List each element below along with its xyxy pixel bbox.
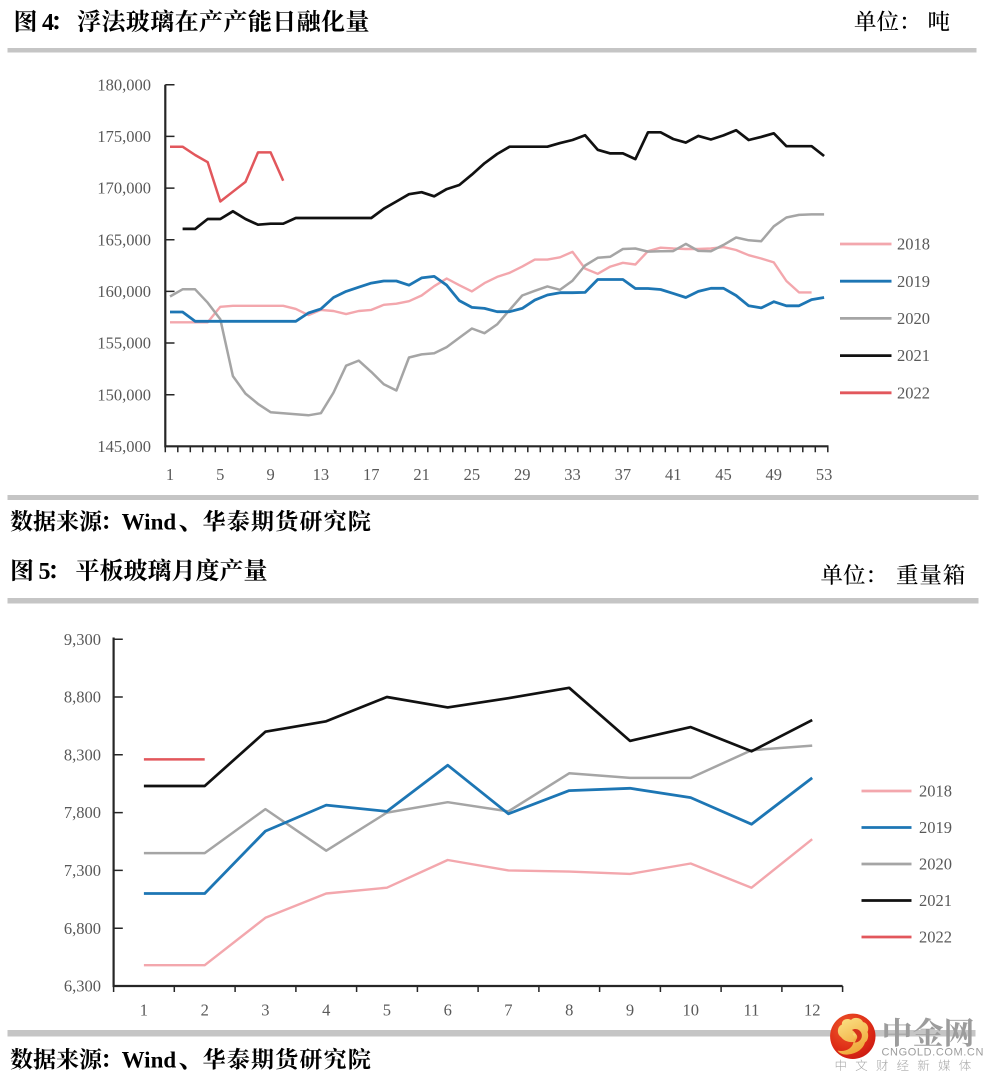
svg-text:2020: 2020 bbox=[919, 855, 952, 874]
svg-text:4: 4 bbox=[322, 1001, 330, 1020]
svg-text:45: 45 bbox=[715, 465, 732, 484]
svg-text:49: 49 bbox=[766, 465, 783, 484]
svg-text:1: 1 bbox=[140, 1001, 148, 1020]
svg-text:170,000: 170,000 bbox=[97, 179, 151, 198]
svg-text:3: 3 bbox=[261, 1001, 269, 1020]
svg-text:160,000: 160,000 bbox=[97, 282, 151, 301]
svg-text:53: 53 bbox=[816, 465, 833, 484]
svg-text:2019: 2019 bbox=[919, 818, 952, 837]
svg-text:29: 29 bbox=[514, 465, 531, 484]
svg-text:5: 5 bbox=[383, 1001, 391, 1020]
svg-text:7,800: 7,800 bbox=[64, 803, 101, 822]
svg-text:165,000: 165,000 bbox=[97, 230, 151, 249]
svg-text:2018: 2018 bbox=[897, 235, 930, 254]
svg-text:11: 11 bbox=[744, 1001, 760, 1020]
svg-text:2021: 2021 bbox=[897, 346, 930, 365]
svg-text:21: 21 bbox=[413, 465, 430, 484]
svg-text:8,800: 8,800 bbox=[64, 688, 101, 707]
svg-text:9: 9 bbox=[266, 465, 274, 484]
svg-text:13: 13 bbox=[313, 465, 330, 484]
svg-text:7,300: 7,300 bbox=[64, 861, 101, 880]
svg-text:41: 41 bbox=[665, 465, 682, 484]
svg-text:25: 25 bbox=[464, 465, 481, 484]
svg-text:4: 4 bbox=[42, 10, 54, 36]
svg-text:33: 33 bbox=[564, 465, 581, 484]
svg-text:10: 10 bbox=[682, 1001, 699, 1020]
svg-text:8: 8 bbox=[565, 1001, 573, 1020]
svg-text:2022: 2022 bbox=[897, 383, 930, 402]
svg-text:12: 12 bbox=[804, 1001, 821, 1020]
svg-text:9,300: 9,300 bbox=[64, 630, 101, 649]
svg-text:Wind: Wind bbox=[122, 1048, 177, 1073]
svg-text:155,000: 155,000 bbox=[97, 334, 151, 353]
svg-text:5: 5 bbox=[216, 465, 224, 484]
svg-text:5: 5 bbox=[39, 559, 51, 585]
svg-text:2: 2 bbox=[201, 1001, 209, 1020]
svg-text:2021: 2021 bbox=[919, 891, 952, 910]
svg-text:1: 1 bbox=[166, 465, 174, 484]
svg-text:175,000: 175,000 bbox=[97, 127, 151, 146]
svg-text:7: 7 bbox=[504, 1001, 512, 1020]
svg-text:17: 17 bbox=[363, 465, 380, 484]
svg-text:2020: 2020 bbox=[897, 309, 930, 328]
svg-text:6: 6 bbox=[444, 1001, 452, 1020]
svg-text:CNGOLD.COM.CN: CNGOLD.COM.CN bbox=[882, 1047, 985, 1059]
svg-text:9: 9 bbox=[626, 1001, 634, 1020]
svg-text:6,800: 6,800 bbox=[64, 919, 101, 938]
svg-text:2022: 2022 bbox=[919, 928, 952, 947]
svg-text:150,000: 150,000 bbox=[97, 385, 151, 404]
svg-text:8,300: 8,300 bbox=[64, 745, 101, 764]
svg-text:6,300: 6,300 bbox=[64, 977, 101, 996]
svg-text:Wind: Wind bbox=[122, 510, 177, 535]
svg-text:37: 37 bbox=[615, 465, 632, 484]
svg-text:2019: 2019 bbox=[897, 272, 930, 291]
svg-text:145,000: 145,000 bbox=[97, 437, 151, 456]
svg-text:2018: 2018 bbox=[919, 782, 952, 801]
svg-text:180,000: 180,000 bbox=[97, 75, 151, 94]
